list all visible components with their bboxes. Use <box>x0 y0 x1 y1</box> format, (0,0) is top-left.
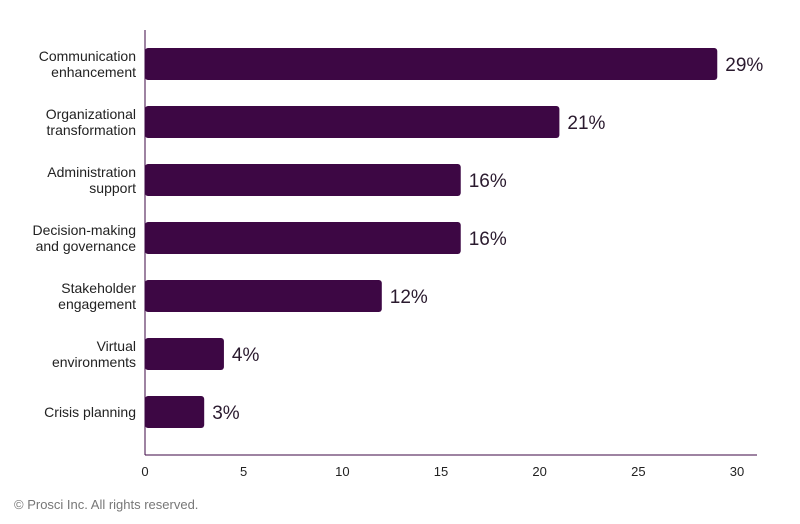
x-tick-label: 10 <box>335 464 349 479</box>
bar <box>145 48 718 80</box>
copyright-footer: © Prosci Inc. All rights reserved. <box>14 497 199 512</box>
data-labels-group: 29% 21% 16% 16% 12% 4% 3% <box>212 55 763 424</box>
data-label: 3% <box>212 403 240 424</box>
bar <box>145 222 461 254</box>
bar <box>145 106 560 138</box>
data-label: 21% <box>567 113 605 134</box>
bar-chart: Communication enhancement Organizational tr… <box>33 30 763 479</box>
category-label: Virtual environments <box>52 338 136 370</box>
x-tick-label: 25 <box>631 464 645 479</box>
category-label: Crisis planning <box>44 404 136 420</box>
x-tick-label: 15 <box>434 464 448 479</box>
category-label: Communication enhancement <box>39 48 136 80</box>
data-label: 16% <box>469 229 507 250</box>
axes-group <box>144 30 757 456</box>
x-tick-label: 5 <box>240 464 247 479</box>
x-tick-label: 30 <box>730 464 744 479</box>
x-tick-labels-group: 0 5 10 15 20 25 30 <box>141 464 744 479</box>
x-tick-label: 20 <box>532 464 546 479</box>
category-label: Organizational transformation <box>46 106 136 138</box>
bar <box>145 164 461 196</box>
category-label: Stakeholder engagement <box>58 280 136 312</box>
data-label: 29% <box>725 55 763 76</box>
bar <box>145 338 224 370</box>
data-label: 12% <box>390 287 428 308</box>
bars-group <box>145 48 718 428</box>
category-labels-group: Communication enhancement Organizational tr… <box>33 48 137 420</box>
bar <box>145 396 205 428</box>
category-label: Decision-making and governance <box>33 222 137 254</box>
category-label: Administration support <box>47 164 136 196</box>
data-label: 4% <box>232 345 260 366</box>
bar <box>145 280 382 312</box>
data-label: 16% <box>469 171 507 192</box>
x-tick-label: 0 <box>141 464 148 479</box>
